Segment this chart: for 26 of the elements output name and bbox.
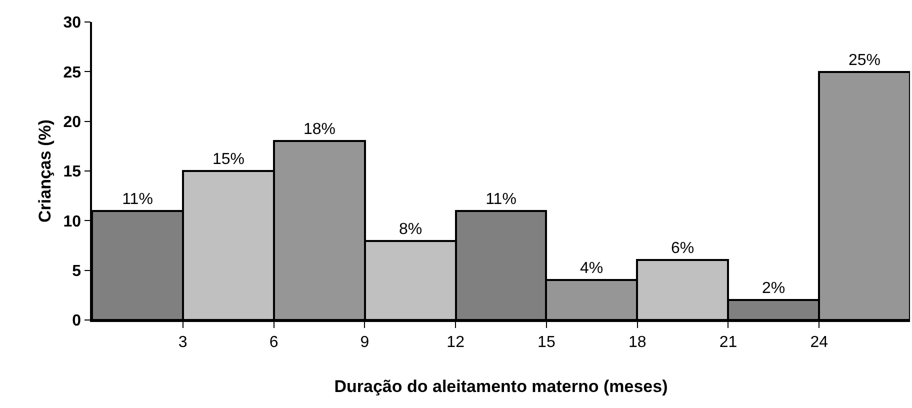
data-label: 18% [303, 121, 336, 138]
x-tick-label: 21 [719, 334, 738, 351]
y-tick-label: 0 [72, 312, 82, 330]
y-tick-label: 5 [72, 262, 82, 280]
y-tick-label: 30 [63, 14, 82, 32]
data-label: 8% [398, 221, 422, 238]
data-label: 25% [848, 52, 881, 69]
x-tick-label: 6 [269, 334, 278, 351]
x-tick-label: 9 [360, 334, 370, 351]
data-label: 11% [122, 191, 153, 208]
x-tick-label: 15 [538, 334, 556, 351]
data-label: 2% [762, 280, 786, 297]
y-tick-label: 20 [63, 114, 82, 131]
x-tick-label: 12 [446, 334, 465, 351]
data-label: 4% [580, 260, 604, 277]
y-axis-title: Crianças (%) [35, 120, 54, 222]
x-tick-label: 24 [810, 334, 828, 351]
y-tick-label: 25 [63, 64, 82, 82]
y-tick-label: 15 [63, 164, 82, 181]
data-label: 15% [212, 151, 245, 168]
data-label: 6% [670, 240, 694, 257]
x-axis-title: Duração do aleitamento materno (meses) [334, 376, 668, 396]
data-label: 11% [486, 191, 516, 208]
x-tick-label: 18 [628, 334, 646, 351]
y-tick-label: 10 [63, 213, 82, 230]
x-tick-label: 3 [178, 334, 188, 351]
